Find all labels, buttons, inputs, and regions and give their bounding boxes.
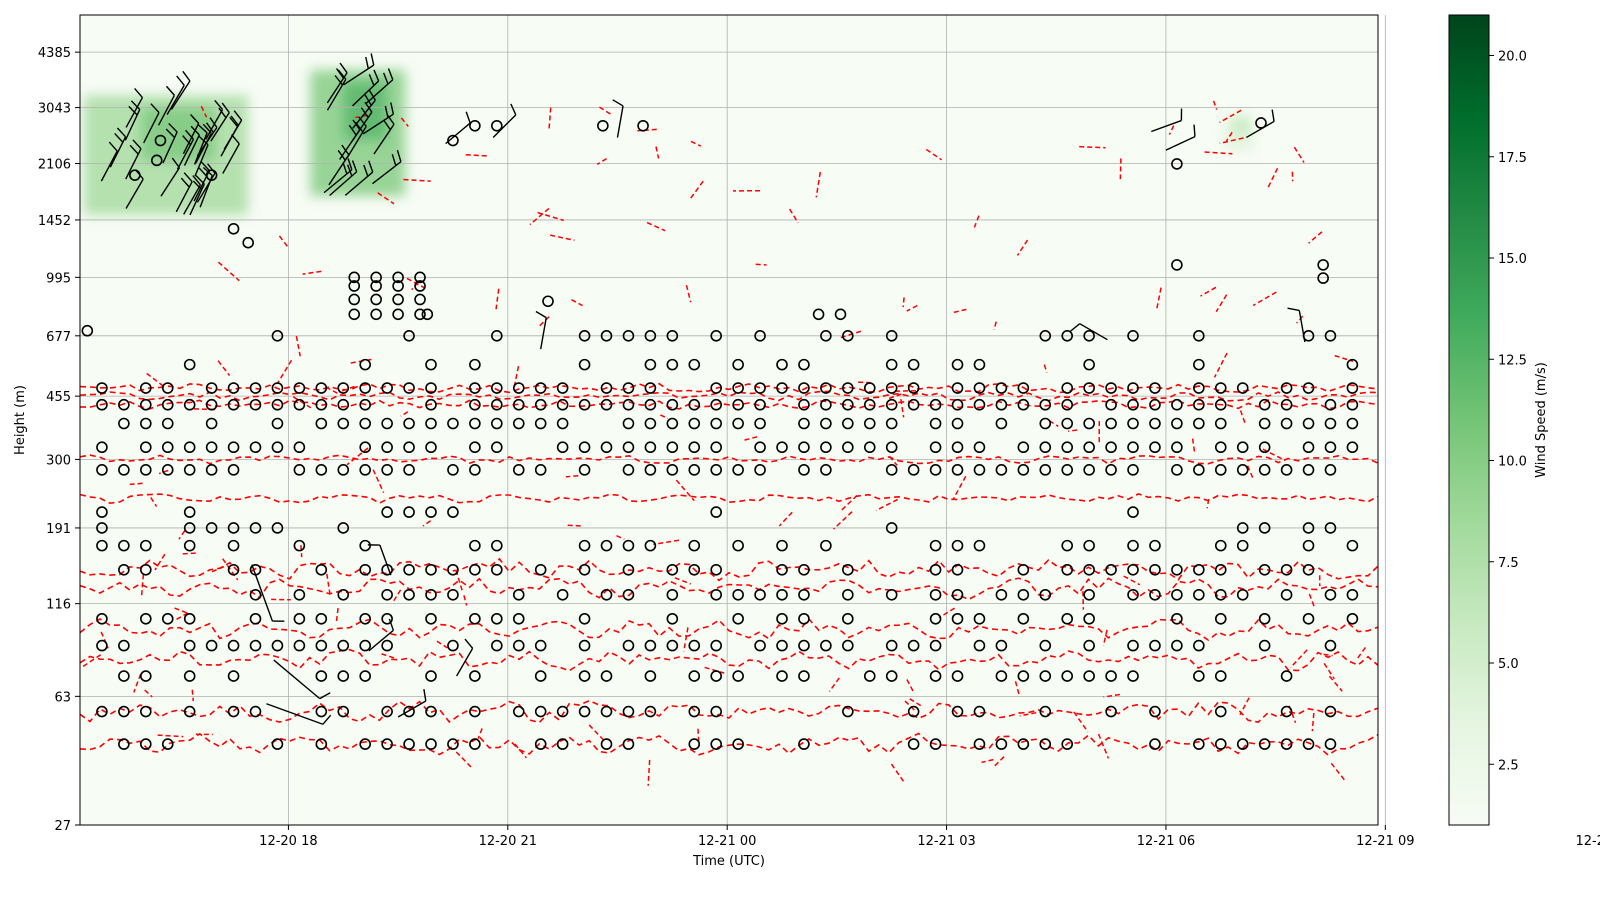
colorbar-tick-label: 17.5 xyxy=(1498,151,1527,166)
colorbar-ticks: 2.5 5.0 7.5 10.0 12.5 15.0 17.5 20.0 xyxy=(1489,50,1527,774)
y-axis-label: Height (m) xyxy=(13,385,28,455)
colorbar-tick-label: 5.0 xyxy=(1498,657,1519,672)
colorbar-tick-label: 7.5 xyxy=(1498,556,1519,571)
y-tick-label: 116 xyxy=(46,598,71,613)
colorbar-tick-label: 10.0 xyxy=(1498,455,1527,470)
y-tick-label: 2106 xyxy=(38,157,71,172)
y-tick-label: 191 xyxy=(46,522,71,537)
y-tick-label: 4385 xyxy=(38,46,71,61)
y-tick-label: 63 xyxy=(54,690,71,705)
y-tick-label: 27 xyxy=(54,819,71,834)
colorbar-tick-label: 12.5 xyxy=(1498,353,1527,368)
y-tick-label: 455 xyxy=(46,390,71,405)
colorbar-label: Wind Speed (m/s) xyxy=(1534,362,1549,478)
x-tick-label: 12-20 18 xyxy=(259,834,317,849)
colorbar-tick-label: 20.0 xyxy=(1498,50,1527,65)
x-tick-label: 12-21 00 xyxy=(698,834,756,849)
x-tick-label: 12-21 03 xyxy=(917,834,975,849)
y-tick-label: 3043 xyxy=(38,102,71,117)
y-tick-label: 300 xyxy=(46,453,71,468)
x-tick-label: 12-21 09 xyxy=(1356,834,1414,849)
wind-speed-core xyxy=(1235,118,1248,134)
colorbar-tick-label: 15.0 xyxy=(1498,252,1527,267)
x-tick-label: 12-21 06 xyxy=(1137,834,1195,849)
x-axis-label: Time (UTC) xyxy=(692,854,765,869)
colorbar-tick-label: 2.5 xyxy=(1498,758,1519,773)
y-tick-label: 995 xyxy=(46,271,71,286)
colorbar xyxy=(1449,15,1489,825)
x-tick-label: 12-20 21 xyxy=(479,834,537,849)
wind-contour-fragment xyxy=(1120,158,1121,179)
x-tick-label: 12-21 12 xyxy=(1575,834,1600,849)
y-tick-label: 677 xyxy=(46,330,71,345)
y-tick-label: 1452 xyxy=(38,214,71,229)
wind-contour-fragment xyxy=(903,297,904,307)
